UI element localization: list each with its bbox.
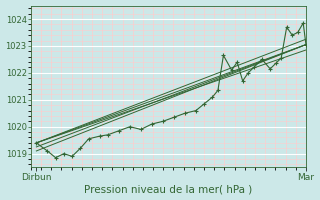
X-axis label: Pression niveau de la mer( hPa ): Pression niveau de la mer( hPa )	[84, 184, 252, 194]
